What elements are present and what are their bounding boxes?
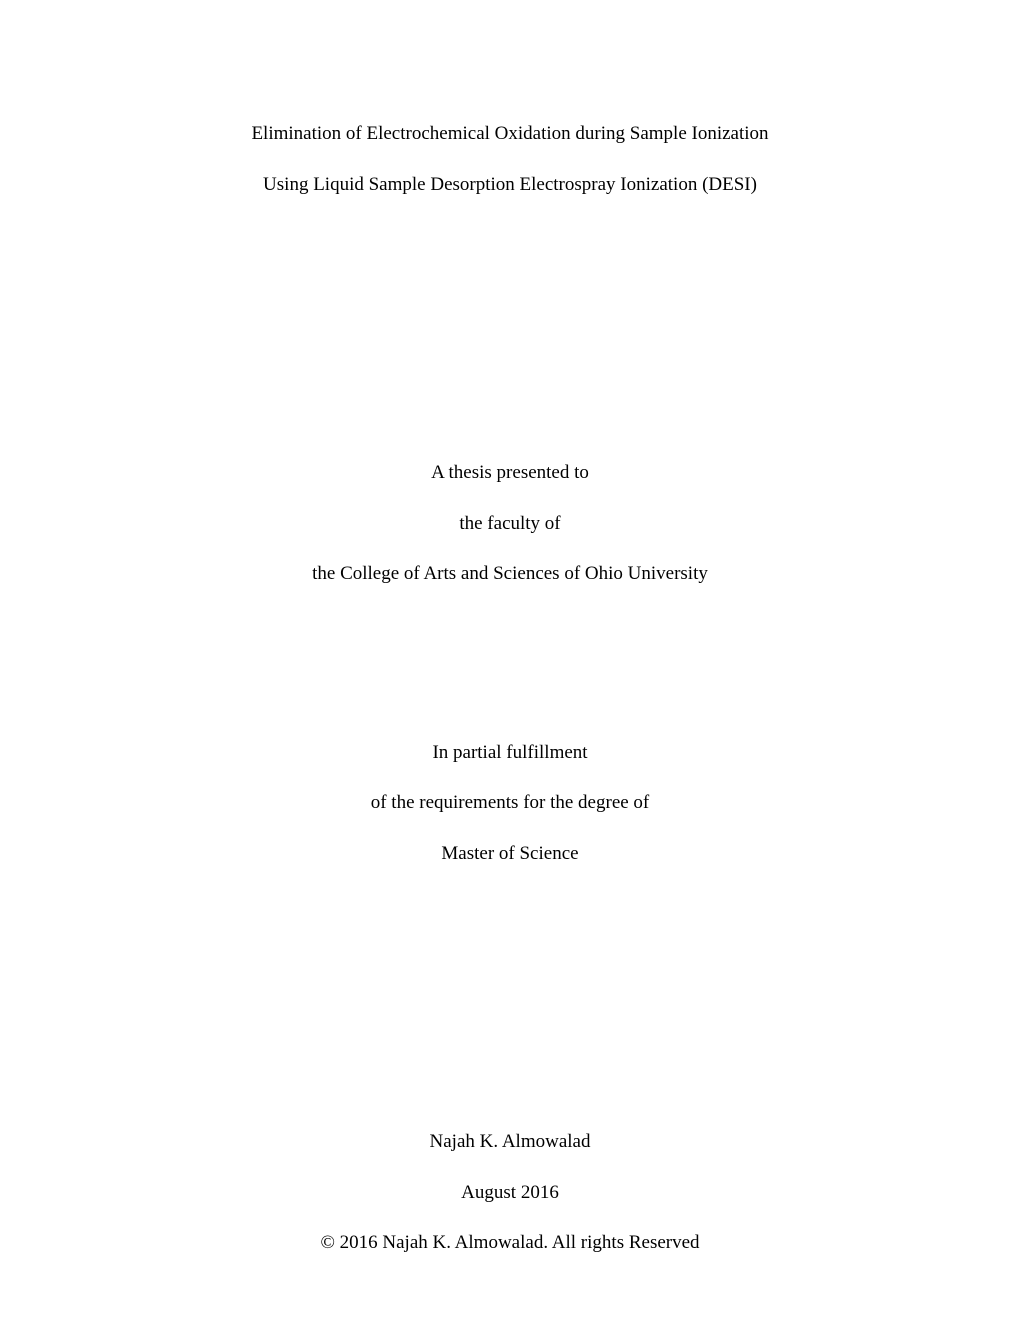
- title-line-2: Using Liquid Sample Desorption Electrosp…: [140, 171, 880, 200]
- presented-to-block: A thesis presented to the faculty of the…: [140, 459, 880, 589]
- fulfillment-block: In partial fulfillment of the requiremen…: [140, 739, 880, 869]
- thesis-date: August 2016: [140, 1179, 880, 1208]
- presented-line-2: the faculty of: [140, 510, 880, 539]
- title-line-1: Elimination of Electrochemical Oxidation…: [140, 120, 880, 149]
- fulfillment-line-1: In partial fulfillment: [140, 739, 880, 768]
- presented-line-3: the College of Arts and Sciences of Ohio…: [140, 560, 880, 589]
- author-block: Najah K. Almowalad August 2016 © 2016 Na…: [140, 1128, 880, 1258]
- thesis-title-block: Elimination of Electrochemical Oxidation…: [140, 120, 880, 199]
- fulfillment-line-2: of the requirements for the degree of: [140, 789, 880, 818]
- author-name: Najah K. Almowalad: [140, 1128, 880, 1157]
- fulfillment-line-3: Master of Science: [140, 840, 880, 869]
- presented-line-1: A thesis presented to: [140, 459, 880, 488]
- copyright-notice: © 2016 Najah K. Almowalad. All rights Re…: [140, 1229, 880, 1258]
